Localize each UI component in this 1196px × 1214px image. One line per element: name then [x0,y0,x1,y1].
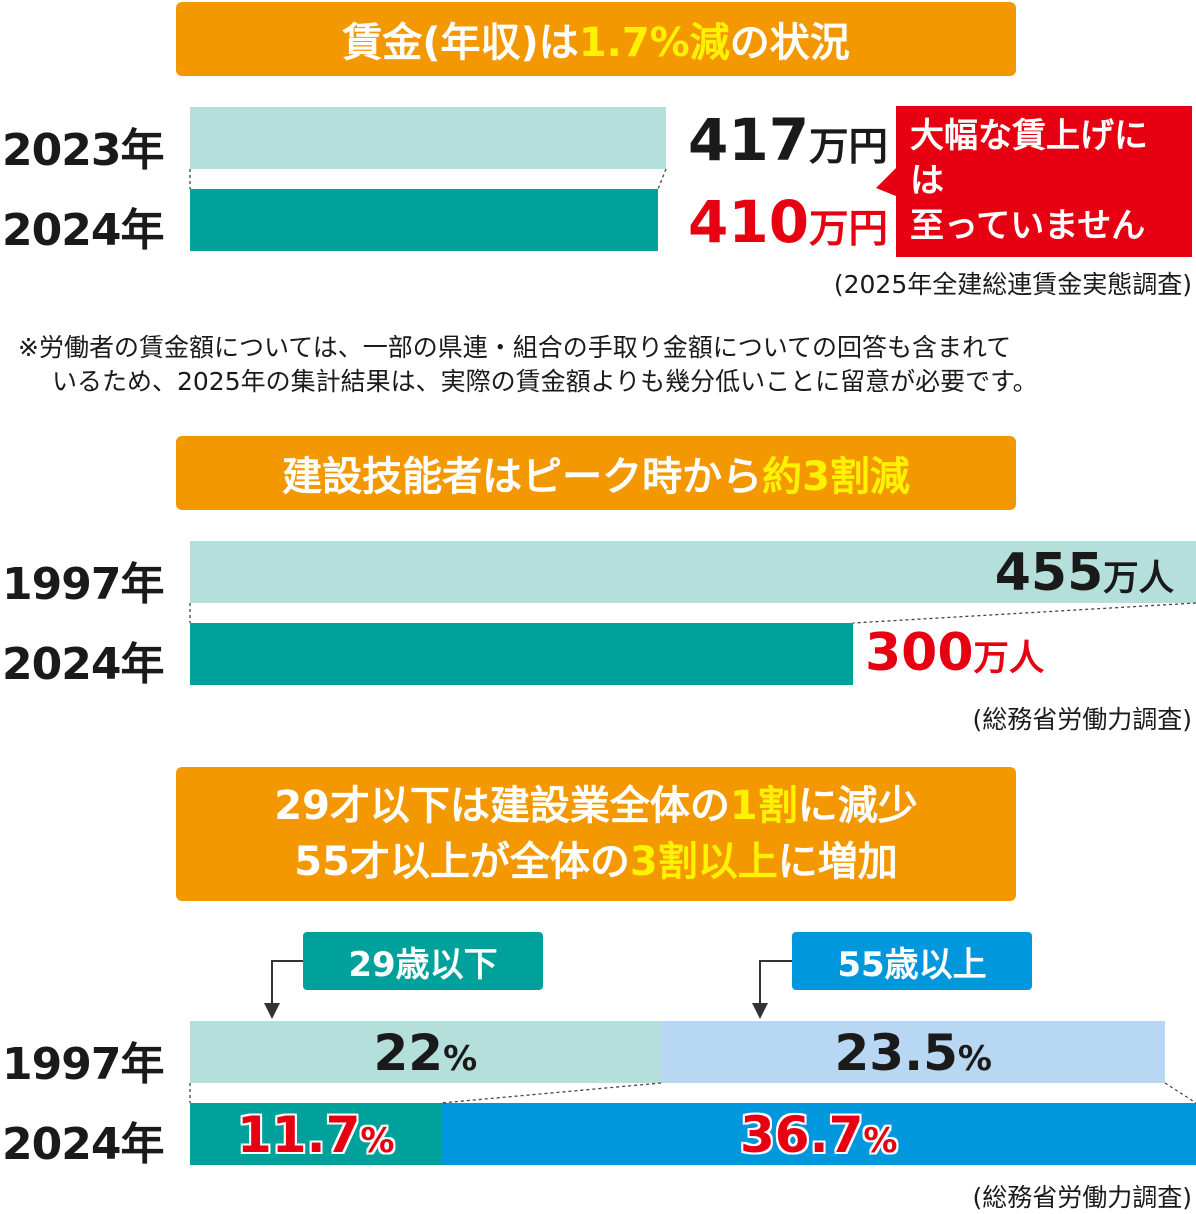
worker-connector-right [852,602,1196,624]
wage-callout-line1: 大幅な賃上げには [910,116,1148,201]
worker-value-1997: 455万人 [995,543,1174,603]
wage-bar-2024 [190,189,658,251]
age-title-line2-pre: 55才以上が全体の [294,839,630,885]
wage-callout-pointer [876,168,896,196]
under29-arrow-line [271,960,303,1005]
worker-source: (総務省労働力調査) [972,705,1192,734]
age-value-2024-under29-num: 11.7 [237,1106,361,1164]
worker-title-highlight: 約3割減 [762,454,910,500]
wage-value-2024-unit: 万円 [809,206,888,252]
age-title-line1-highlight: 1割 [729,783,798,829]
age-title-line2-post: に増加 [777,839,898,885]
worker-bar-1997 [190,541,1196,603]
age-value-1997-under29-unit: % [443,1039,478,1079]
age-title-line2: 55才以上が全体の3割以上に増加 [294,834,898,890]
under29-arrow-head [264,1003,280,1019]
worker-value-1997-num: 455 [994,543,1104,603]
age-value-2024-over55-unit: % [863,1121,898,1161]
worker-title-banner: 建設技能者はピーク時から 約3割減 [176,436,1016,510]
wage-callout: 大幅な賃上げには 至っていません [896,106,1192,257]
legend-over55-tag: 55歳以上 [792,932,1032,990]
age-bar-1997-over55 [661,1021,1165,1083]
wage-value-2023: 417万円 [688,106,888,174]
wage-bar-2023 [190,107,666,169]
wage-note: ※労働者の賃金額については、一部の県連・組合の手取り金額についての回答も含まれて… [18,331,1038,399]
wage-value-2024: 410万円 [688,188,888,256]
age-title-banner: 29才以下は建設業全体の1割に減少 55才以上が全体の3割以上に増加 [176,767,1016,901]
wage-title-post: の状況 [729,20,850,66]
age-source: (総務省労働力調査) [972,1183,1192,1212]
over55-arrow-head [752,1003,768,1019]
age-year-2024: 2024年 [2,1119,164,1170]
wage-source: (2025年全建総連賃金実態調査) [833,270,1192,299]
wage-note-line1: ※労働者の賃金額については、一部の県連・組合の手取り金額についての回答も含まれて [18,333,1012,362]
wage-callout-line2: 至っていません [910,206,1146,246]
worker-title-pre: 建設技能者はピーク時から [282,454,763,500]
age-bar-1997-under29 [190,1021,661,1083]
wage-value-2023-unit: 万円 [809,124,888,170]
age-title-line1-post: に減少 [797,783,918,829]
age-value-2024-over55-num: 36.7 [740,1106,864,1164]
worker-value-1997-unit: 万人 [1103,558,1174,599]
age-bar-2024-under29 [190,1103,441,1165]
age-title-line2-highlight: 3割以上 [629,839,778,885]
worker-value-2024: 300万人 [865,623,1044,683]
worker-value-2024-unit: 万人 [973,638,1045,679]
age-value-1997-under29: 22% [374,1024,478,1082]
over55-arrow-line [759,960,792,1005]
age-title-line1: 29才以下は建設業全体の1割に減少 [274,778,918,834]
wage-title-highlight: 1.7%減 [578,20,730,66]
age-value-2024-under29: 11.7% [237,1106,394,1164]
worker-year-2024: 2024年 [2,639,164,690]
wage-note-line2: いるため、2025年の集計結果は、実際の賃金額よりも幾分低いことに留意が必要です… [52,367,1038,396]
wage-year-2024: 2024年 [2,205,164,256]
wage-value-2023-num: 417 [688,106,810,174]
worker-value-2024-num: 300 [865,623,974,683]
age-value-1997-under29-num: 22 [373,1024,444,1082]
worker-bar-2024 [190,623,853,685]
wage-value-2024-num: 410 [688,188,810,256]
wage-year-2023: 2023年 [2,125,164,176]
age-value-1997-over55-unit: % [957,1039,992,1079]
wage-connector-right [657,168,667,190]
age-value-1997-over55-num: 23.5 [834,1024,958,1082]
age-value-1997-over55: 23.5% [835,1024,992,1082]
age-year-1997: 1997年 [2,1039,164,1090]
age-bar-2024-over55 [441,1103,1196,1165]
worker-year-1997: 1997年 [2,559,164,610]
age-value-2024-over55: 36.7% [740,1106,897,1164]
age-value-2024-under29-unit: % [360,1121,395,1161]
wage-title-pre: 賃金(年収)は [342,20,579,66]
age-connector-right [1164,1082,1196,1104]
wage-title-banner: 賃金(年収)は 1.7%減 の状況 [176,2,1016,76]
age-connector-middle [440,1082,662,1104]
age-title-line1-pre: 29才以下は建設業全体の [274,783,730,829]
legend-under29-tag: 29歳以下 [303,932,543,990]
